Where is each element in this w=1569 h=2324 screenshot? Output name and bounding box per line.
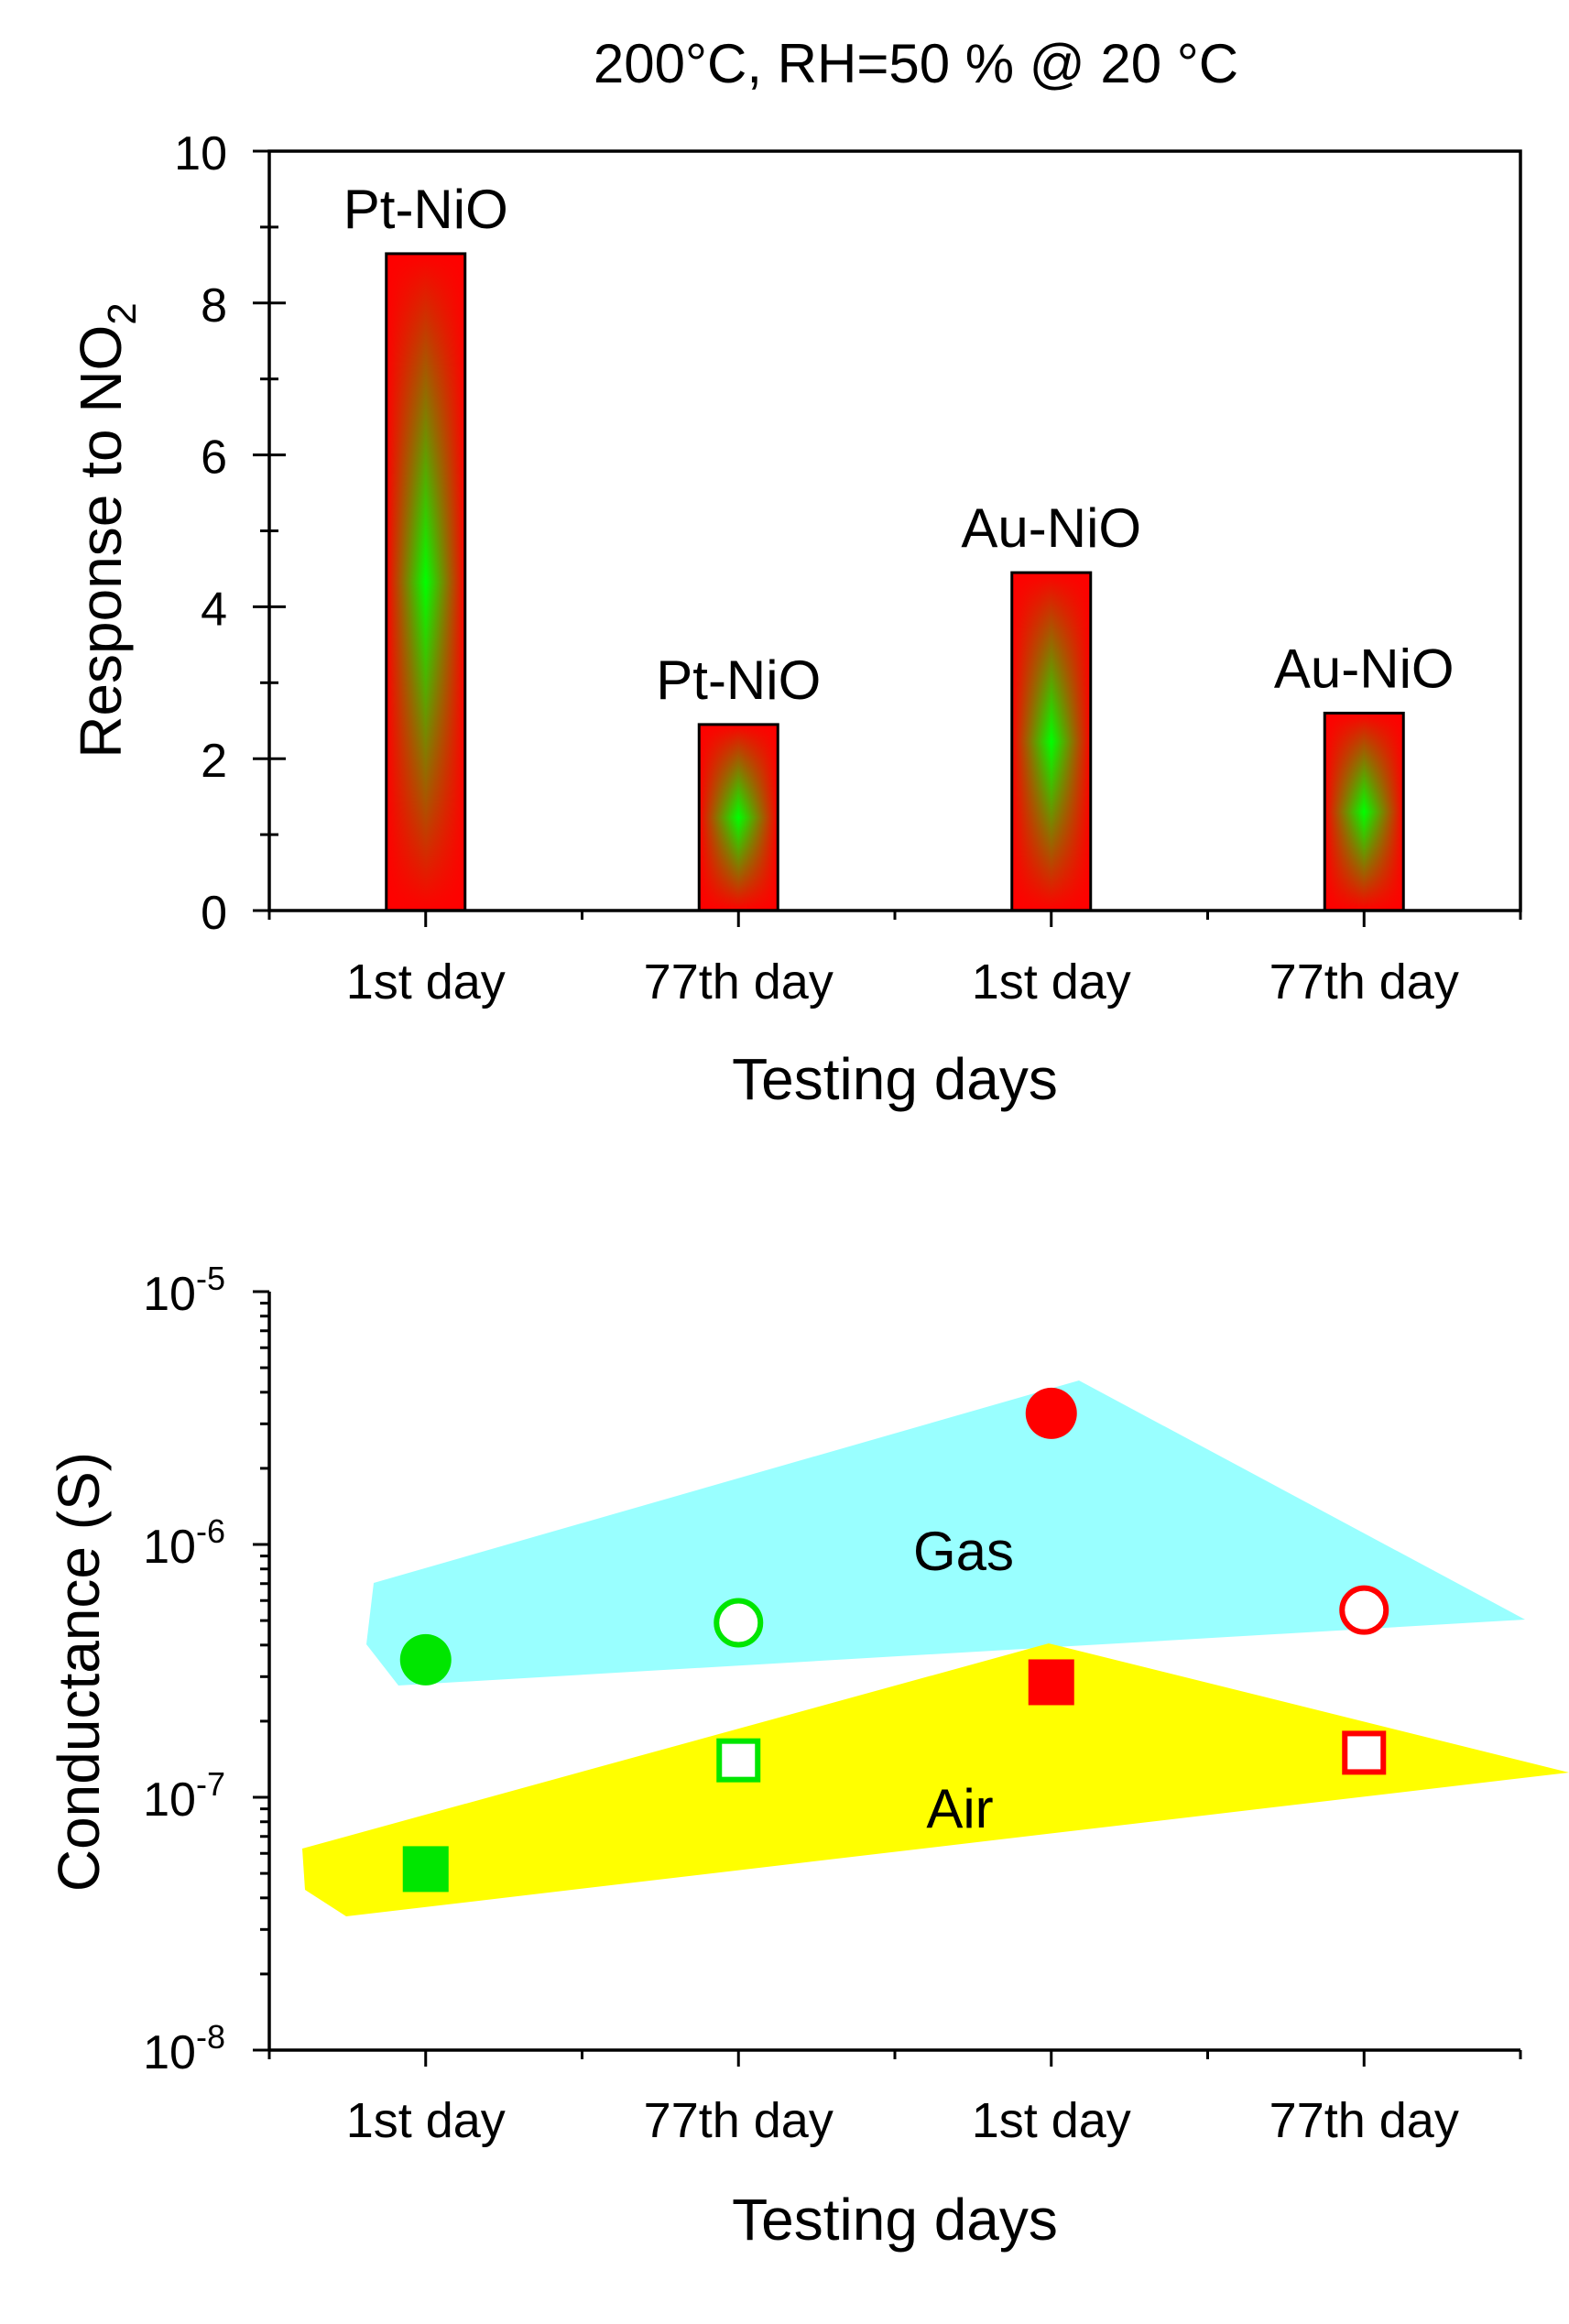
bar-label: Au-NiO [961,497,1141,559]
y-tick-exponent: -7 [196,1765,225,1803]
bar-label: Pt-NiO [343,179,508,240]
bar-axis-ticks: 0 2 4 6 8 10 1st day 77th day 1st day 77th day [174,127,1522,1009]
x-tick-label: 77th day [644,955,834,1009]
gas-marker [399,1633,452,1686]
air-marker [1342,1730,1387,1775]
air-marker [402,1846,449,1893]
x-tick-label: 77th day [644,2093,834,2148]
y-tick-base: 10 [143,1521,196,1574]
air-marker [1028,1659,1074,1706]
gas-marker [714,1598,764,1648]
gas-marker [1339,1585,1389,1635]
y-tick-label: 10-6 [143,1512,225,1574]
air-region-label: Air [926,1778,993,1839]
y-tick-base: 10 [143,1773,196,1827]
bar-y-axis-label-sub: 2 [100,302,145,324]
y-tick-label: 2 [201,735,227,788]
bar-label: Au-NiO [1274,638,1455,699]
x-tick-label: 1st day [346,955,506,1009]
y-tick-label: 10-5 [143,1260,225,1321]
x-tick-label: 1st day [972,955,1131,1009]
y-tick-base: 10 [143,1268,196,1321]
bar-label: Pt-NiO [656,649,821,711]
scatter-x-axis-label: Testing days [732,2187,1058,2253]
scatter-y-axis-label: Conductance (S) [46,1452,112,1892]
bar-y-axis-label: Response to NO2 [68,302,145,758]
gas-region [366,1380,1525,1686]
y-tick-label: 8 [201,279,227,333]
x-tick-label: 77th day [1269,955,1459,1009]
gas-region-label: Gas [913,1521,1014,1582]
y-tick-label: 10-7 [143,1765,225,1827]
bar-shade [1324,713,1404,911]
air-region [302,1643,1569,1916]
x-tick-label: 1st day [972,2093,1131,2148]
y-tick-exponent: -8 [196,2018,225,2056]
y-tick-label: 0 [201,887,227,940]
y-tick-exponent: -6 [196,1512,225,1550]
gas-marker [1025,1387,1077,1439]
bar-shade [699,724,779,911]
x-tick-label: 1st day [346,2093,506,2148]
y-tick-base: 10 [143,2026,196,2079]
bar-plot-area: Pt-NiO Pt-NiO Au-NiO Au-NiO [343,179,1455,912]
x-tick-label: 77th day [1269,2093,1459,2148]
bar-y-axis-label-main: Response to NO [68,325,134,758]
bar-shade [1011,573,1091,911]
y-tick-exponent: -5 [196,1260,225,1297]
y-tick-label: 6 [201,431,227,485]
y-tick-label: 4 [201,583,227,636]
bar-shade [386,253,465,911]
bar-x-axis-label: Testing days [732,1046,1058,1112]
y-tick-label: 10-8 [143,2018,225,2079]
bar-chart: Pt-NiO Pt-NiO Au-NiO Au-NiO 0 2 4 6 8 10 1st day 7… [68,127,1522,1112]
y-tick-label: 10 [174,127,227,180]
air-marker [716,1738,761,1783]
figure-title: 200°C, RH=50 % @ 20 °C [594,33,1238,94]
scatter-plot-area [399,1387,1389,1893]
